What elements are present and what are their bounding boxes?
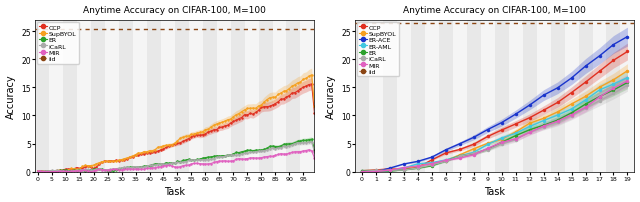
Bar <box>105 21 119 172</box>
X-axis label: Task: Task <box>484 186 505 197</box>
Legend: CCP, SupBYOL, ER, iCaRL, MIR, iid: CCP, SupBYOL, ER, iCaRL, MIR, iid <box>36 23 79 64</box>
Bar <box>397 21 411 172</box>
Bar <box>593 21 607 172</box>
Bar <box>369 21 383 172</box>
Bar <box>481 21 495 172</box>
Title: Anytime Accuracy on CIFAR-100, M=100: Anytime Accuracy on CIFAR-100, M=100 <box>403 5 586 15</box>
Legend: CCP, SupBYOL, ER-ACE, ER-AML, ER, iCaRL, MIR, iid: CCP, SupBYOL, ER-ACE, ER-AML, ER, iCaRL,… <box>356 23 399 77</box>
Bar <box>620 21 634 172</box>
Title: Anytime Accuracy on CIFAR-100, M=100: Anytime Accuracy on CIFAR-100, M=100 <box>83 5 266 15</box>
Bar <box>161 21 175 172</box>
Bar <box>425 21 439 172</box>
Bar <box>564 21 579 172</box>
Bar <box>189 21 203 172</box>
Bar <box>132 21 147 172</box>
Bar <box>273 21 287 172</box>
Y-axis label: Accuracy: Accuracy <box>6 74 15 119</box>
Bar <box>300 21 314 172</box>
Bar <box>49 21 63 172</box>
Bar <box>77 21 91 172</box>
Bar <box>216 21 230 172</box>
Bar <box>536 21 550 172</box>
Bar <box>244 21 259 172</box>
X-axis label: Task: Task <box>164 186 185 197</box>
Bar <box>452 21 467 172</box>
Bar <box>509 21 523 172</box>
Y-axis label: Accuracy: Accuracy <box>326 74 335 119</box>
